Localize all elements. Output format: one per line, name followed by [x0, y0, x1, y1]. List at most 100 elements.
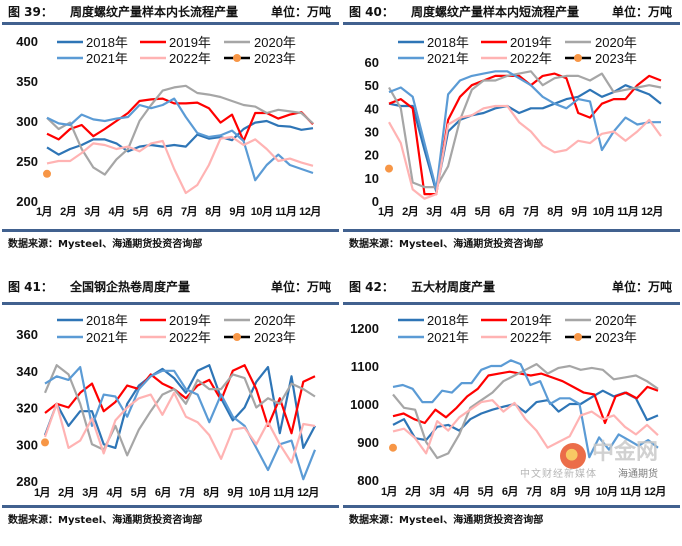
legend-label: 2022年 [510, 51, 552, 66]
data-source: 数据来源：Mysteel、海通期货投资咨询部 [8, 239, 203, 250]
y-tick-label: 1100 [351, 359, 379, 374]
legend-label: 2019年 [169, 35, 211, 50]
x-tick-label: 10月 [249, 486, 271, 499]
legend-label: 2023年 [595, 330, 637, 345]
footer-rule [343, 505, 680, 508]
x-tick-label: 10月 [251, 205, 273, 218]
series-line-2022年 [43, 391, 316, 464]
x-tick-label: 4月 [108, 205, 124, 218]
chart-unit: 单位：万吨 [611, 280, 672, 294]
chart-panel-0: 图 39： 周度螺纹产量样本内长流程产量 单位：万吨 数据来源：Mysteel、… [0, 0, 341, 271]
x-tick-label: 12月 [299, 205, 321, 218]
x-tick-label: 9月 [229, 205, 245, 218]
x-tick-label: 7月 [523, 205, 539, 218]
x-tick-label: 4月 [106, 486, 122, 499]
x-tick-label: 3月 [84, 205, 100, 218]
y-tick-label: 30 [365, 125, 379, 140]
header-rule [343, 302, 680, 305]
y-tick-label: 400 [16, 34, 38, 49]
series-line-2021年 [44, 365, 317, 481]
chart-panel-1: 图 40： 周度螺纹产量样本内短流程产量 单位：万吨 数据来源：Mysteel、… [341, 0, 682, 271]
chart-header: 图 40： 周度螺纹产量样本内短流程产量 单位：万吨 [349, 3, 672, 21]
x-tick-label: 12月 [644, 485, 666, 498]
line-chart: 60 50 40 30 20 10 01月 2月 3月 4月 5月 6月 7月 8月 9月 10月 11月 12月… [365, 35, 664, 218]
series-line-2022年 [46, 135, 314, 195]
series-line-2019年 [44, 364, 316, 435]
legend-label: 2023年 [254, 330, 296, 345]
series-line-2020年 [46, 84, 314, 176]
series-line-2020年 [388, 70, 662, 189]
x-tick-label: 3月 [426, 205, 442, 218]
x-tick-label: 11月 [617, 205, 638, 218]
y-tick-label: 300 [16, 437, 38, 452]
data-source: 数据来源：Mysteel、海通期货投资咨询部 [349, 515, 544, 526]
chart-header: 图 42： 五大材周度产量 单位：万吨 [349, 278, 672, 296]
chart-unit: 单位：万吨 [270, 5, 331, 19]
x-tick-label: 11月 [620, 485, 641, 498]
y-tick-label: 360 [16, 327, 38, 342]
legend-marker [574, 54, 582, 62]
legend-label: 2021年 [86, 51, 128, 66]
chart-header: 图 41： 全国钢企热卷周度产量 单位：万吨 [8, 278, 331, 296]
legend-label: 2018年 [86, 313, 128, 328]
y-tick-label: 350 [16, 74, 38, 89]
x-tick-label: 8月 [203, 486, 219, 499]
y-tick-label: 20 [365, 148, 379, 163]
x-tick-label: 1月 [36, 205, 52, 218]
x-tick-label: 11月 [273, 486, 294, 499]
x-tick-label: 7月 [526, 485, 542, 498]
x-tick-label: 10月 [596, 485, 618, 498]
series-line-2018年 [388, 84, 662, 193]
chart-header: 图 39： 周度螺纹产量样本内长流程产量 单位：万吨 [8, 3, 331, 21]
footer-rule [343, 229, 680, 232]
x-tick-label: 6月 [499, 205, 515, 218]
chart-title: 五大材周度产量 [411, 280, 496, 294]
header-rule [2, 302, 339, 305]
series-line-2021年 [388, 70, 661, 191]
x-tick-label: 7月 [179, 486, 195, 499]
series-line-2022年 [388, 104, 662, 200]
y-tick-label: 50 [365, 78, 379, 93]
y-tick-label: 900 [357, 435, 379, 450]
x-tick-label: 3月 [82, 486, 98, 499]
figure-number: 图 41： [8, 280, 53, 294]
y-tick-label: 300 [16, 114, 38, 129]
x-tick-label: 5月 [133, 205, 149, 218]
x-tick-label: 12月 [297, 486, 319, 499]
y-tick-label: 250 [16, 154, 38, 169]
chart-title: 周度螺纹产量样本内长流程产量 [70, 5, 239, 19]
x-tick-label: 2月 [60, 205, 76, 218]
x-tick-label: 4月 [453, 485, 469, 498]
figure-number: 图 40： [349, 5, 394, 19]
series-point-2023年 [385, 164, 393, 173]
legend-label: 2023年 [595, 51, 637, 66]
x-tick-label: 1月 [378, 205, 394, 218]
legend-label: 2021年 [86, 330, 128, 345]
x-tick-label: 6月 [502, 485, 518, 498]
legend-label: 2020年 [595, 35, 637, 50]
y-tick-label: 280 [16, 474, 38, 489]
series-point-2023年 [41, 438, 49, 447]
x-tick-label: 2月 [405, 485, 421, 498]
legend-label: 2018年 [427, 35, 469, 50]
legend-label: 2021年 [427, 330, 469, 345]
data-source: 数据来源：Mysteel、海通期货投资咨询部 [349, 239, 544, 250]
header-rule [343, 22, 680, 25]
chart-title: 全国钢企热卷周度产量 [70, 280, 191, 294]
legend-label: 2020年 [254, 313, 296, 328]
series-line-2018年 [46, 119, 314, 156]
x-tick-label: 11月 [275, 205, 296, 218]
y-tick-label: 1000 [350, 397, 379, 412]
x-tick-label: 5月 [478, 485, 494, 498]
legend-label: 2023年 [254, 51, 296, 66]
y-tick-label: 10 [365, 171, 379, 186]
legend-label: 2020年 [595, 313, 637, 328]
legend-label: 2018年 [86, 35, 128, 50]
legend-label: 2018年 [427, 313, 469, 328]
x-tick-label: 8月 [205, 205, 221, 218]
x-tick-label: 9月 [227, 486, 243, 499]
figure-number: 图 39： [8, 5, 53, 19]
legend-label: 2022年 [510, 330, 552, 345]
y-tick-label: 0 [372, 194, 379, 209]
